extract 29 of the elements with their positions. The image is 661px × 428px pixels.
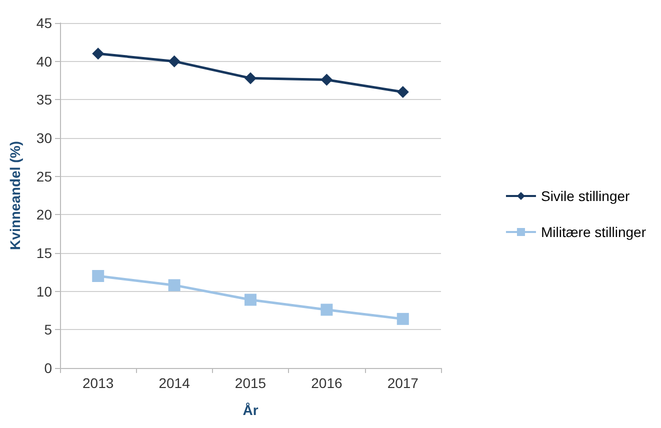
y-tick-label: 45 (36, 15, 52, 31)
y-tick-label: 25 (36, 168, 52, 184)
y-tick-label: 40 (36, 53, 52, 70)
point (320, 74, 333, 86)
x-tick-label: 2017 (387, 375, 419, 391)
y-tick-label: 0 (44, 360, 52, 376)
y-tick-label: 5 (44, 322, 52, 338)
point (244, 294, 256, 306)
y-tick-label: 15 (36, 245, 52, 261)
point (168, 55, 180, 68)
y-tick-label: 10 (36, 283, 52, 300)
y-axis-title: Kvinneandel (%) (7, 141, 23, 250)
y-tick-label: 30 (36, 130, 52, 146)
x-tick-label: 2013 (82, 375, 114, 391)
point (396, 86, 409, 98)
point (92, 48, 104, 60)
point (244, 72, 256, 84)
point (396, 312, 409, 325)
legend-label: Sivile stillinger (540, 188, 630, 204)
x-tick-label: 2014 (158, 375, 190, 391)
point (92, 270, 104, 282)
legend-label: Militære stillinger (540, 224, 646, 240)
point (168, 279, 180, 292)
x-tick-label: 2016 (311, 375, 342, 391)
y-tick-label: 35 (36, 92, 52, 108)
y-tick-label: 20 (36, 206, 52, 223)
point (320, 304, 333, 316)
x-axis-title: År (242, 402, 259, 418)
x-tick-label: 2015 (234, 375, 266, 391)
